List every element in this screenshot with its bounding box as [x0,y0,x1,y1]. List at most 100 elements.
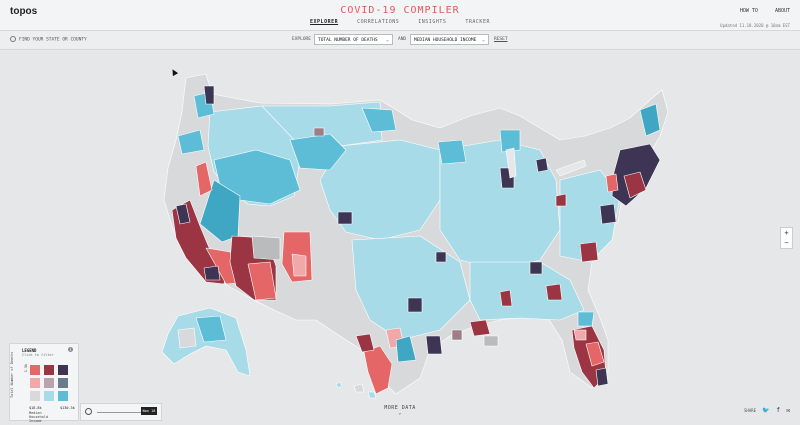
southeast-region [469,261,585,321]
mauve-spot-2 [313,127,325,137]
and-label: AND [398,37,407,42]
top-links: HOW TO ABOUT [726,8,790,14]
ohio-maroon [555,193,567,207]
reset-button[interactable]: RESET [494,37,508,42]
legend-subtitle: Click to filter [22,353,54,357]
florida-pink [573,329,587,341]
seattle-navy [203,85,215,105]
email-icon[interactable]: ✉ [786,407,790,414]
kansas-navy [435,251,447,263]
twitter-icon[interactable]: 🐦 [762,407,770,414]
mississippi-maroon [499,289,513,307]
timeline-control: Nov 18 [80,403,162,421]
search-placeholder: FIND YOUR STATE OR COUNTY [19,37,87,43]
page-title: COVID-19 COMPILER [340,5,460,16]
florida-navy [595,367,609,387]
how-to-link[interactable]: HOW TO [739,8,758,14]
mauve-spot-1 [451,329,463,341]
search-input[interactable]: FIND YOUR STATE OR COUNTY [10,36,87,43]
metric2-value: MEDIAN HOUSEHOLD INCOME [414,38,477,43]
facebook-icon[interactable]: f [776,407,780,414]
detroit-navy [535,157,549,173]
oregon-red-stripe [195,161,213,197]
metric1-value: TOTAL NUMBER OF DEATHS [318,38,378,43]
lake-erie [555,159,587,177]
texas-teal [395,335,417,363]
zoom-control: + − [780,227,793,249]
alaska-grey [177,327,197,349]
lake-michigan [505,147,517,179]
about-link[interactable]: ABOUT [774,8,790,14]
northeast-maroon [623,171,647,199]
timeline-slider[interactable] [97,412,141,413]
more-data-button[interactable]: MORE DATA ⌄ [0,405,800,416]
appalachia-region [559,169,621,263]
legend-y-value: 1.5k [24,363,29,373]
main-nav: EXPLORER CORRELATIONS INSIGHTS TRACKER [0,19,800,25]
florida-teal [577,311,595,327]
us-county-map[interactable] [0,49,800,425]
share-bar: SHARE 🐦 f ✉ [744,407,790,414]
legend-cell[interactable] [30,365,40,375]
search-icon [10,36,16,42]
chevron-down-icon: ⌄ [398,410,402,416]
tab-insights[interactable]: INSIGHTS [418,19,447,25]
metric2-select[interactable]: MEDIAN HOUSEHOLD INCOME ⌄ [410,34,489,45]
northeast-red [605,173,619,193]
legend-cell[interactable] [58,378,68,388]
new-mexico-pink [291,253,307,277]
socal-navy [203,265,221,281]
legend-cell[interactable] [44,378,54,388]
arizona-red [247,261,277,301]
updated-timestamp: Updated 11.18.2020 @ 10am EST [720,23,790,28]
chevron-down-icon: ⌄ [481,37,485,43]
florida-red [585,341,605,367]
legend-cell[interactable] [30,378,40,388]
zoom-out-button[interactable]: − [784,239,789,247]
dc-navy [599,203,617,225]
grey-spot [483,335,499,347]
carolina-maroon [579,241,599,263]
denver-navy [337,211,353,225]
oregon-teal [177,129,205,155]
hawaii-3 [367,391,377,399]
legend-x-label: Median Household Income [29,411,48,423]
map-layer [161,73,669,399]
nevada-teal [199,179,241,243]
zoom-in-button[interactable]: + [784,229,789,237]
explore-label: EXPLORE [292,37,311,42]
legend-cell[interactable] [58,391,68,401]
filter-toolbar: FIND YOUR STATE OR COUNTY EXPLORE TOTAL … [0,30,800,50]
legend-cell[interactable] [44,391,54,401]
tab-tracker[interactable]: TRACKER [465,19,490,25]
houston-navy [425,335,443,355]
tennessee-navy [529,261,543,275]
legend-x-min: $18.8k [29,406,42,410]
more-data-label: MORE DATA [384,405,416,411]
info-icon[interactable]: i [68,347,73,352]
legend-title: LEGEND [22,348,37,353]
texas-red [363,345,393,395]
app-header: topos COVID-19 COMPILER EXPLORER CORRELA… [0,0,800,30]
legend-y-label: Total Number of Deaths [10,351,14,398]
dallas-navy [407,297,423,313]
great-lakes-teal [499,129,521,153]
louisiana-maroon [469,319,491,337]
metric1-select[interactable]: TOTAL NUMBER OF DEATHS ⌄ [314,34,393,45]
tab-explorer[interactable]: EXPLORER [310,19,339,25]
logo[interactable]: topos [10,6,38,17]
legend-cell[interactable] [30,391,40,401]
hawaii-2 [353,383,365,393]
texas-maroon [355,333,375,353]
minnesota-teal [437,139,467,165]
new-england-teal [639,103,661,137]
legend-x-max: $130.3k [60,406,75,410]
legend-cell[interactable] [44,365,54,375]
legend-panel: LEGEND Click to filter i Total Number of… [9,343,79,423]
hawaii-1 [335,381,343,389]
play-icon[interactable] [85,408,92,415]
dakota-teal [361,107,397,133]
timeline-date: Nov 18 [141,407,157,415]
tab-correlations[interactable]: CORRELATIONS [357,19,400,25]
legend-cell[interactable] [58,365,68,375]
